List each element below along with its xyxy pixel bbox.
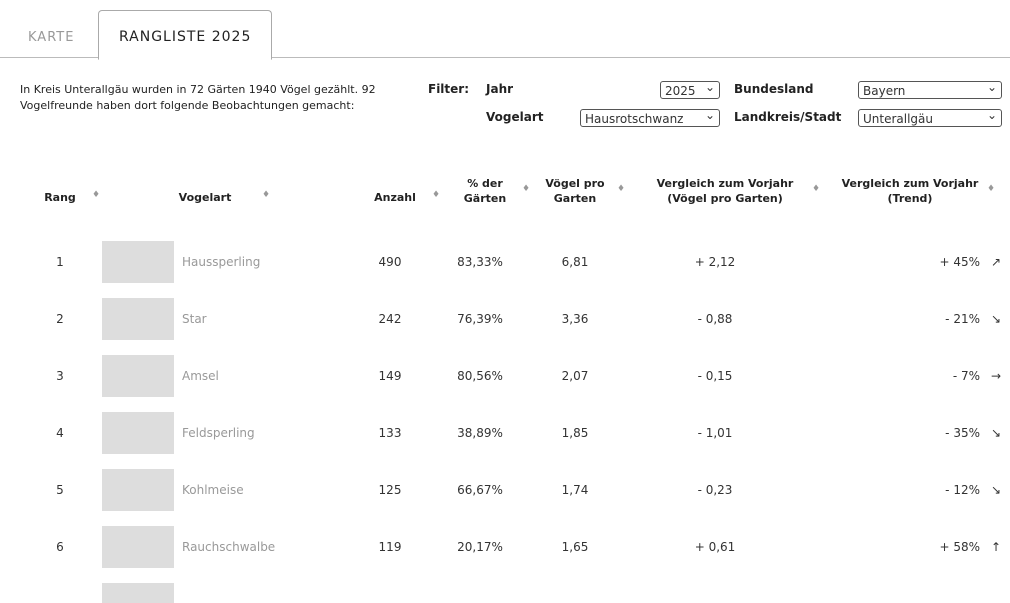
cell: 4 bbox=[40, 426, 80, 440]
label: Vogelart bbox=[486, 110, 543, 124]
bird-name: Star bbox=[182, 312, 207, 326]
trend-icon: ↘ bbox=[988, 483, 1004, 497]
sort-icon[interactable]: ♦ bbox=[987, 184, 995, 194]
label: Bundesland bbox=[734, 82, 813, 96]
column-header[interactable]: Rang bbox=[30, 190, 90, 205]
cell: 76,39% bbox=[445, 312, 515, 326]
intro: In Kreis Unterallgäu wurden in 72 Gärten… bbox=[20, 82, 410, 114]
filter-label: Filter: bbox=[428, 82, 469, 96]
cell: - 0,23 bbox=[640, 483, 790, 497]
column-header[interactable]: Vergleich zum Vorjahr (Vögel pro Garten) bbox=[640, 176, 810, 206]
bird-image bbox=[102, 412, 174, 454]
active-tab[interactable]: RANGLISTE 2025 bbox=[98, 10, 272, 60]
cell: + 0,61 bbox=[640, 540, 790, 554]
cell: 2,07 bbox=[540, 369, 610, 383]
cell: + 2,12 bbox=[640, 255, 790, 269]
cell: 80,56% bbox=[445, 369, 515, 383]
cell: - 7% bbox=[860, 369, 980, 383]
bird-name: Kohlmeise bbox=[182, 483, 244, 497]
tab[interactable]: KARTE bbox=[28, 30, 74, 45]
cell: 2 bbox=[40, 312, 80, 326]
cell: 3 bbox=[40, 369, 80, 383]
trend-icon: ↘ bbox=[988, 312, 1004, 326]
cell: 1,74 bbox=[540, 483, 610, 497]
cell: 242 bbox=[355, 312, 425, 326]
cell: 66,67% bbox=[445, 483, 515, 497]
cell: - 0,15 bbox=[640, 369, 790, 383]
bird-image bbox=[102, 355, 174, 397]
cell: 1,65 bbox=[540, 540, 610, 554]
cell: - 0,88 bbox=[640, 312, 790, 326]
bird-name: Amsel bbox=[182, 369, 219, 383]
cell: 1,85 bbox=[540, 426, 610, 440]
trend-icon: ↑ bbox=[988, 540, 1004, 554]
trend-icon: ↘ bbox=[988, 426, 1004, 440]
cell: - 12% bbox=[860, 483, 980, 497]
column-header[interactable]: % der Gärten bbox=[450, 176, 520, 206]
select[interactable]: Bayern bbox=[858, 81, 1002, 99]
sort-icon[interactable]: ♦ bbox=[92, 190, 100, 200]
bird-name: Feldsperling bbox=[182, 426, 255, 440]
cell: 5 bbox=[40, 483, 80, 497]
bird-image bbox=[102, 298, 174, 340]
cell: - 35% bbox=[860, 426, 980, 440]
bird-image bbox=[102, 241, 174, 283]
select[interactable]: 2025 bbox=[660, 81, 720, 99]
trend-icon: ↗ bbox=[988, 255, 1004, 269]
cell: 1 bbox=[40, 255, 80, 269]
tab-label: RANGLISTE 2025 bbox=[99, 11, 271, 45]
bird-image bbox=[102, 469, 174, 511]
cell: - 21% bbox=[860, 312, 980, 326]
bird-name: Haussperling bbox=[182, 255, 260, 269]
cell: 490 bbox=[355, 255, 425, 269]
cell: - 1,01 bbox=[640, 426, 790, 440]
cell: 3,36 bbox=[540, 312, 610, 326]
sort-icon[interactable]: ♦ bbox=[617, 184, 625, 194]
cell: 149 bbox=[355, 369, 425, 383]
cell: 6 bbox=[40, 540, 80, 554]
column-header[interactable]: Anzahl bbox=[360, 190, 430, 205]
cell: 119 bbox=[355, 540, 425, 554]
cell: + 45% bbox=[860, 255, 980, 269]
page: KARTE RANGLISTE 2025 In Kreis Unterallgä… bbox=[0, 0, 1010, 591]
column-header[interactable]: Vogelart bbox=[150, 190, 260, 205]
cell: 6,81 bbox=[540, 255, 610, 269]
cell: 83,33% bbox=[445, 255, 515, 269]
select[interactable]: Unterallgäu bbox=[858, 109, 1002, 127]
bird-image bbox=[102, 583, 174, 603]
select[interactable]: Hausrotschwanz bbox=[580, 109, 720, 127]
cell: 133 bbox=[355, 426, 425, 440]
sort-icon[interactable]: ♦ bbox=[522, 184, 530, 194]
trend-icon: → bbox=[988, 369, 1004, 383]
cell: 20,17% bbox=[445, 540, 515, 554]
cell: 38,89% bbox=[445, 426, 515, 440]
cell: + 58% bbox=[860, 540, 980, 554]
sort-icon[interactable]: ♦ bbox=[262, 190, 270, 200]
sort-icon[interactable]: ♦ bbox=[812, 184, 820, 194]
bird-image bbox=[102, 526, 174, 568]
column-header[interactable]: Vögel pro Garten bbox=[535, 176, 615, 206]
column-header[interactable]: Vergleich zum Vorjahr (Trend) bbox=[835, 176, 985, 206]
cell: 125 bbox=[355, 483, 425, 497]
label: Jahr bbox=[486, 82, 513, 96]
label: Landkreis/Stadt bbox=[734, 110, 841, 124]
bird-name: Rauchschwalbe bbox=[182, 540, 275, 554]
sort-icon[interactable]: ♦ bbox=[432, 190, 440, 200]
